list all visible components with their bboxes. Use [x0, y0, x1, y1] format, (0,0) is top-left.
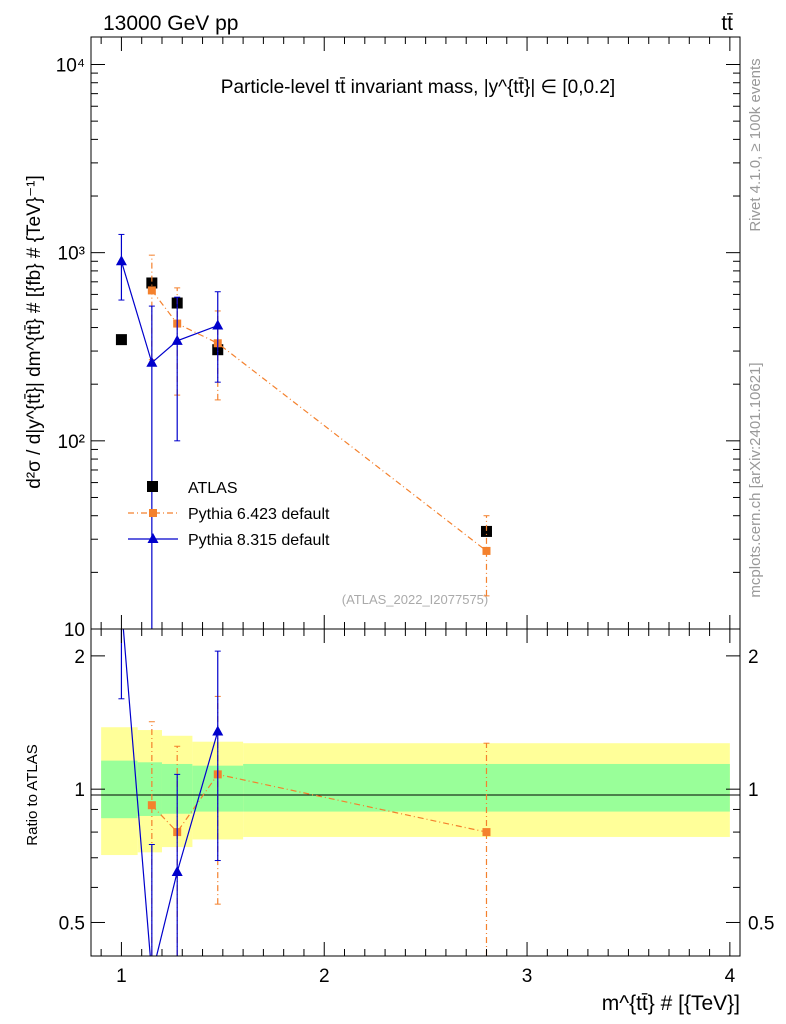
pythia-8-315-default-line — [120, 261, 218, 364]
legend: ATLAS Pythia 6.423 default Pythia 8.315 … — [128, 480, 330, 549]
pythia-8-315-default-point — [146, 356, 158, 367]
legend-pythia8-marker — [147, 533, 159, 543]
pythia-8-315-default-ratio-group — [116, 599, 224, 979]
x-tick-label: 1 — [116, 966, 127, 987]
pythia-8-315-default-ratio-point — [212, 725, 224, 736]
mcplots-label: mcplots.cern.ch [arXiv:2401.10621] — [747, 362, 764, 597]
pythia-8-315-default-point — [212, 319, 224, 330]
legend-atlas-marker — [147, 481, 158, 492]
main-series — [115, 233, 492, 630]
pythia-8-315-default-point — [115, 255, 127, 266]
pythia-8-315-default-ratio-point — [146, 969, 157, 979]
x-tick-label: 4 — [725, 966, 736, 987]
analysis-watermark: (ATLAS_2022_I2077575) — [342, 592, 488, 607]
atlas-point — [146, 277, 158, 289]
pythia-8-315-default-point — [171, 334, 183, 345]
pythia-6-423-default-line — [151, 290, 487, 552]
ratio-bands — [101, 727, 730, 856]
ratio-frame — [90, 628, 741, 957]
legend-pythia8-label: Pythia 8.315 default — [188, 532, 330, 549]
main-ticks: 10 10² 10³ 10⁴ — [56, 37, 740, 641]
pythia-8-315-default-ratio-point — [171, 866, 183, 877]
ratio-series — [116, 599, 491, 979]
pythia-6-423-default-point — [482, 546, 491, 555]
legend-atlas-label: ATLAS — [188, 480, 238, 497]
atlas-point — [480, 525, 492, 537]
atlas-point — [115, 334, 127, 346]
ratio-y-tick-label: 0.5 — [59, 913, 85, 934]
pythia-6-423-default-point — [147, 286, 156, 295]
main-title: Particle-level tt̄ invariant mass, |y^{t… — [221, 77, 615, 98]
main-y-axis-label: d²σ / d|y^{tt̄}| dm^{tt̄} # [{fb} # {TeV… — [24, 175, 45, 489]
x-tick-label: 3 — [522, 966, 533, 987]
pythia-6-423-default-ratio-point — [482, 828, 491, 837]
legend-pythia6-label: Pythia 6.423 default — [188, 506, 330, 523]
main-y-tick-label: 10² — [58, 432, 85, 453]
rivet-version-label: Rivet 4.1.0, ≥ 100k events — [747, 58, 764, 231]
pythia-8-315-default-ratio-line — [122, 629, 219, 956]
ratio-ticks: 0.5 0.5 1 1 2 2 1 2 3 4 — [59, 629, 774, 987]
ratio-y-tick-label: 1 — [74, 780, 85, 801]
main-y-tick-label: 10³ — [58, 244, 85, 265]
process-label: tt̄ — [721, 12, 733, 35]
x-tick-label: 2 — [319, 966, 330, 987]
pythia-8-315-default-ratio-point — [116, 599, 127, 609]
main-panel: Particle-level tt̄ invariant mass, |y^{t… — [24, 36, 741, 641]
ratio-stat-uncertainty-band — [101, 760, 138, 819]
main-y-tick-label: 10 — [64, 620, 85, 641]
legend-pythia6-marker — [149, 509, 157, 517]
x-axis-label: m^{tt̄} # [{TeV}] — [602, 992, 740, 1015]
pythia-6-423-default-ratio-line — [151, 773, 487, 834]
ratio-y-tick-label-right: 2 — [748, 647, 759, 668]
ratio-y-axis-label: Ratio to ATLAS — [24, 744, 41, 845]
ratio-y-tick-label-right: 1 — [748, 780, 759, 801]
main-y-tick-label: 10⁴ — [56, 55, 85, 76]
ratio-y-tick-label-right: 0.5 — [748, 913, 774, 934]
ratio-y-tick-label: 2 — [74, 647, 85, 668]
ratio-panel: 0.5 0.5 1 1 2 2 1 2 3 4 Ratio to ATLAS m^{tt̄} # … — [24, 599, 774, 1015]
pythia-6-423-default-ratio-point — [147, 801, 156, 810]
energy-label: 13000 GeV pp — [103, 12, 238, 35]
